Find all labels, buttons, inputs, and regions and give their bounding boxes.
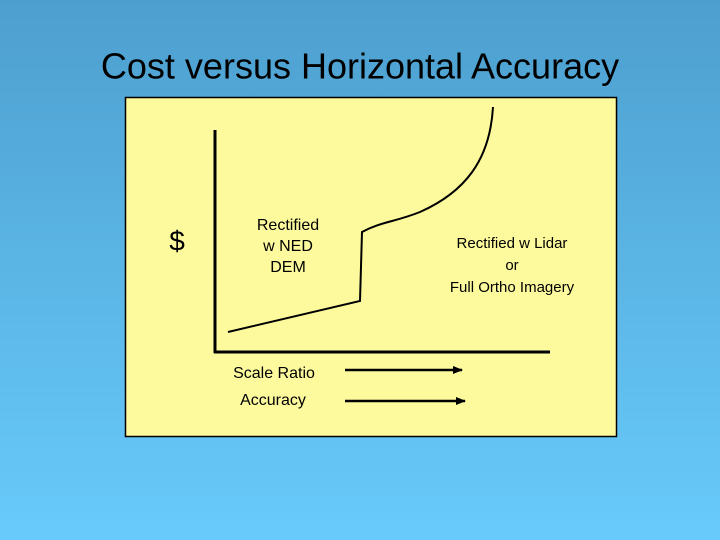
- slide-title: Cost versus Horizontal Accuracy: [101, 46, 619, 87]
- x-axis-label: Accuracy: [240, 392, 306, 409]
- region-label: w NED: [262, 238, 313, 255]
- diagram-panel: [124, 96, 618, 438]
- cost-curve: [227, 106, 494, 333]
- region-label: DEM: [270, 259, 306, 276]
- region-label: Rectified w Lidar: [457, 235, 568, 252]
- y-axis-label: $: [169, 225, 185, 256]
- x-axis-label: Scale Ratio: [233, 365, 315, 382]
- region-label: or: [505, 257, 518, 274]
- region-label: Rectified: [257, 217, 319, 234]
- region-label: Full Ortho Imagery: [450, 279, 575, 296]
